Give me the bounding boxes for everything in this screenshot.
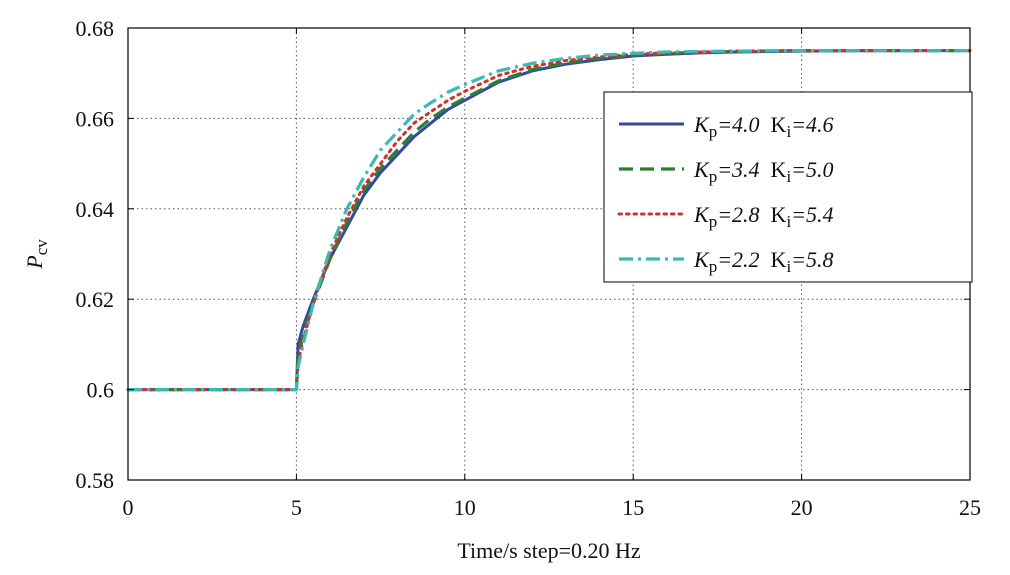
legend-box — [603, 91, 973, 283]
y-tick-label: 0.62 — [76, 287, 115, 312]
x-tick-label: 25 — [959, 495, 981, 520]
y-axis-title-main: P — [22, 255, 47, 269]
x-tick-label: 0 — [123, 495, 134, 520]
series-layer — [126, 48, 972, 392]
legend-label-4: Kp=2.2 Ki=5.8 — [693, 247, 834, 276]
legend-label-3: Kp=2.8 Ki=5.4 — [693, 202, 834, 231]
y-axis-title-sub: cv — [32, 239, 51, 256]
y-tick-label: 0.58 — [76, 468, 115, 493]
x-tick-label: 15 — [622, 495, 644, 520]
legend: Kp=4.0 Ki=4.6 Kp=3.4 Ki=5.0 Kp=2.8 Ki=5.4 K… — [603, 91, 973, 283]
legend-label-1: Kp=4.0 Ki=4.6 — [693, 112, 834, 141]
y-tick-label: 0.66 — [76, 106, 115, 131]
x-tick-label: 20 — [791, 495, 813, 520]
y-tick-label: 0.68 — [76, 16, 115, 41]
legend-label-2: Kp=3.4 Ki=5.0 — [693, 157, 834, 186]
tick-layer: 0 5 10 15 20 25 0.58 0.6 0.62 0.64 0.66 0.68 — [76, 16, 982, 520]
series-line-4 — [128, 48, 970, 392]
y-tick-label: 0.64 — [76, 197, 115, 222]
y-tick-label: 0.6 — [87, 378, 115, 403]
x-tick-label: 5 — [291, 495, 302, 520]
y-axis-title: Pcv — [22, 239, 51, 270]
x-tick-label: 10 — [454, 495, 476, 520]
x-axis-title: Time/s step=0.20 Hz — [457, 538, 641, 563]
